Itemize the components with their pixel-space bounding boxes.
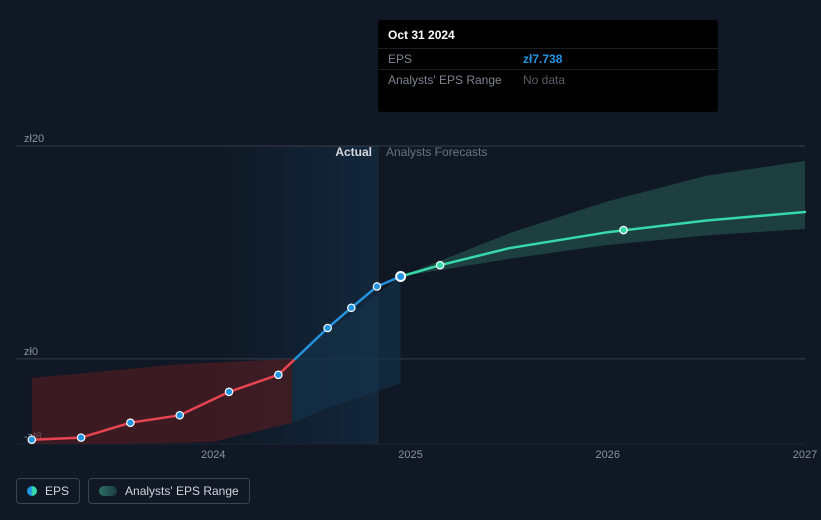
chart-legend: EPS Analysts' EPS Range	[16, 478, 250, 504]
legend-eps-icon	[27, 486, 37, 496]
svg-text:Actual: Actual	[335, 145, 372, 159]
legend-item-eps[interactable]: EPS	[16, 478, 80, 504]
legend-label: Analysts' EPS Range	[125, 484, 239, 498]
svg-text:zł20: zł20	[24, 133, 44, 145]
svg-text:2025: 2025	[398, 449, 422, 461]
svg-text:2027: 2027	[793, 449, 817, 461]
tooltip-row-range: Analysts' EPS Range No data	[378, 70, 718, 91]
svg-text:Analysts Forecasts: Analysts Forecasts	[386, 145, 487, 159]
tooltip-title: Oct 31 2024	[378, 28, 718, 48]
svg-text:2024: 2024	[201, 449, 225, 461]
tooltip-value-eps: zł7.738	[513, 49, 718, 70]
chart-tooltip: Oct 31 2024 EPS zł7.738 Analysts' EPS Ra…	[378, 20, 718, 112]
svg-text:2026: 2026	[596, 449, 620, 461]
tooltip-value-nodata: No data	[513, 70, 718, 91]
tooltip-label: EPS	[378, 49, 513, 70]
tooltip-table: EPS zł7.738 Analysts' EPS Range No data	[378, 48, 718, 90]
svg-text:zł0: zł0	[24, 346, 38, 358]
legend-item-range[interactable]: Analysts' EPS Range	[88, 478, 250, 504]
legend-label: EPS	[45, 484, 69, 498]
tooltip-label: Analysts' EPS Range	[378, 70, 513, 91]
tooltip-row-eps: EPS zł7.738	[378, 49, 718, 70]
legend-range-icon	[99, 486, 117, 496]
